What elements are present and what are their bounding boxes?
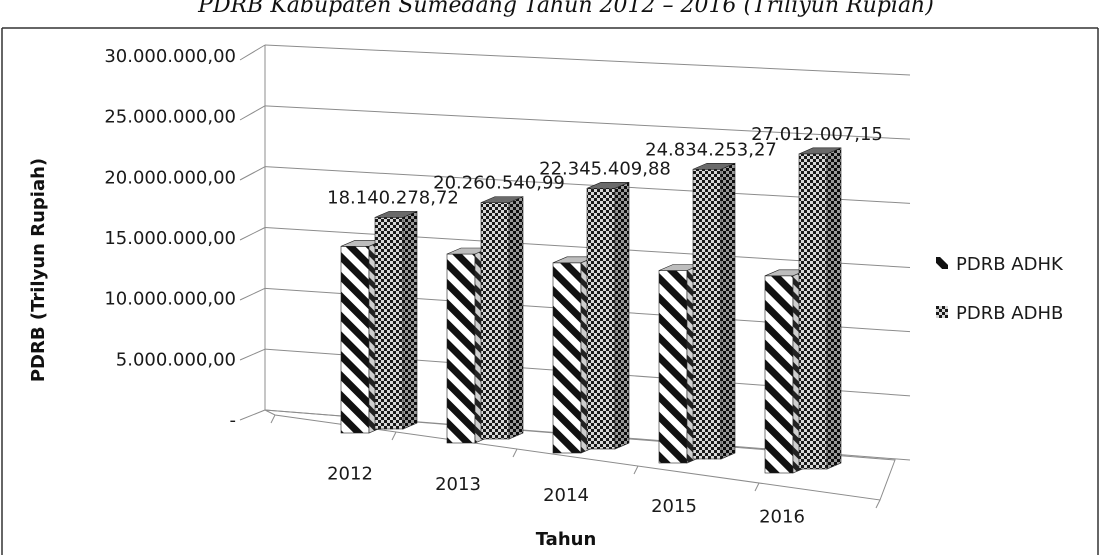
x-tick-label: 2014 (543, 485, 589, 506)
bar-side-face (614, 181, 630, 450)
data-label: 24.834.253,27 (645, 139, 777, 160)
x-tick-label: 2016 (759, 507, 805, 528)
bar-front-face (374, 217, 404, 430)
bar-top-face (586, 182, 630, 189)
bar-side-face (508, 196, 524, 440)
x-tick-label: 2015 (651, 496, 697, 517)
side-gridline (239, 227, 266, 241)
bar-front-face (692, 168, 722, 460)
bar-top-face (374, 211, 418, 218)
bar-front-face (586, 188, 616, 450)
bar-adhb-2012 (374, 210, 418, 430)
legend-label-adhb: PDRB ADHB (956, 303, 1063, 324)
legend-item-adhk: PDRB ADHK (936, 254, 1064, 275)
side-gridline (239, 287, 266, 301)
x-tick-label: 2013 (435, 474, 481, 495)
x-tick-mark (512, 448, 518, 458)
bar-front-face (764, 275, 794, 474)
y-tick-labels: - 5.000.000,00 10.000.000,00 15.000.000,00 2… (104, 46, 236, 431)
data-label: 18.140.278,72 (327, 187, 459, 208)
bar-front-face (480, 202, 510, 440)
floor-outline (264, 409, 896, 501)
bar-top-face (480, 196, 524, 203)
side-gridline (239, 409, 266, 421)
legend-item-adhb: PDRB ADHB (936, 303, 1063, 324)
legend-label-adhk: PDRB ADHK (956, 254, 1064, 275)
bar-top-face (692, 162, 736, 170)
bar-side-face (720, 162, 736, 460)
gridline (264, 105, 911, 140)
data-label: 22.345.409,88 (539, 158, 671, 179)
bar-front-face (658, 270, 688, 464)
legend-swatch-adhb (936, 306, 948, 318)
bar-adhb-2016 (798, 147, 842, 470)
bar-front-face (446, 253, 476, 444)
chart-title: PDRB Kabupaten Sumedang Tahun 2012 – 201… (197, 0, 934, 18)
y-tick-label: 30.000.000,00 (104, 46, 236, 67)
y-tick-label: 15.000.000,00 (104, 228, 236, 249)
bars (340, 147, 842, 474)
gridline (264, 44, 911, 76)
bar-adhb-2013 (480, 196, 524, 440)
x-tick-mark (391, 431, 397, 441)
x-tick-mark (633, 465, 639, 475)
bar-side-face (402, 210, 418, 430)
bar-front-face (798, 153, 828, 470)
y-tick-label: 25.000.000,00 (104, 107, 236, 128)
data-label: 27.012.007,15 (751, 124, 883, 145)
chart-floor (264, 409, 896, 509)
y-axis-title: PDRB (Trilyun Rupiah) (28, 158, 49, 382)
y-tick-label: 5.000.000,00 (116, 349, 236, 370)
side-gridline (239, 44, 266, 61)
x-tick-labels: 2012 2013 2014 2015 2016 (327, 463, 805, 527)
bar-side-face (826, 147, 842, 470)
bar-adhk-2014 (552, 256, 596, 454)
y-tick-label: 20.000.000,00 (104, 167, 236, 188)
bar-adhb-2015 (692, 162, 736, 460)
x-tick-mark (270, 414, 276, 424)
data-labels: 18.140.278,7220.260.540,9922.345.409,882… (327, 124, 883, 209)
x-tick-label: 2012 (327, 463, 373, 484)
side-gridline (239, 348, 266, 361)
bar-top-face (798, 147, 842, 155)
side-gridline (239, 105, 266, 121)
legend: PDRB ADHK PDRB ADHB (936, 254, 1064, 324)
bar-adhb-2014 (586, 181, 630, 450)
data-label: 20.260.540,99 (433, 173, 565, 194)
bar-front-face (552, 262, 582, 454)
x-tick-mark (875, 499, 881, 509)
x-tick-mark (754, 482, 760, 492)
x-axis-title: Tahun (536, 529, 597, 550)
legend-swatch-adhk (936, 257, 948, 269)
side-gridline (239, 166, 266, 181)
y-tick-label: - (230, 410, 237, 431)
y-tick-label: 10.000.000,00 (104, 289, 236, 310)
bar-front-face (340, 246, 370, 434)
